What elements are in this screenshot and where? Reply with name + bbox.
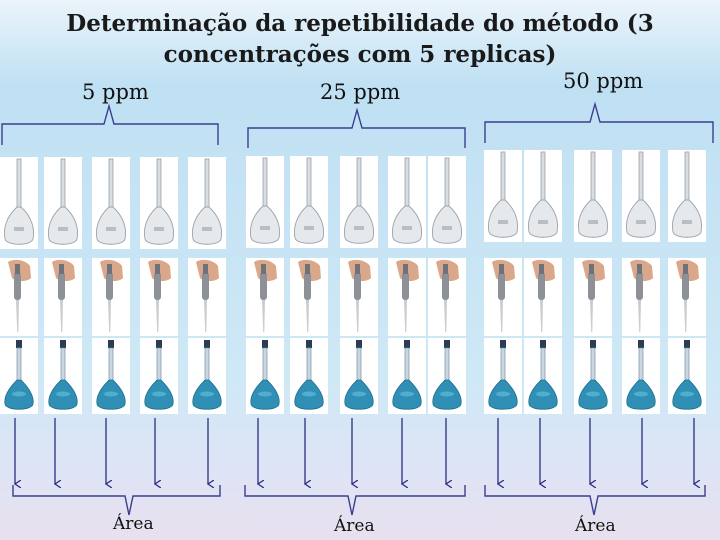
volumetric-flask-icon (0, 157, 38, 249)
filled-flask-icon (622, 338, 660, 414)
volumetric-flask-icon (574, 150, 612, 242)
bottom-bracket-25ppm (244, 485, 466, 516)
top-bracket-5ppm (1, 103, 219, 145)
volumetric-flask-icon (44, 157, 82, 249)
volumetric-flask-icon (668, 150, 706, 242)
top-bracket-25ppm (247, 107, 466, 148)
pipette-icon (668, 258, 706, 336)
top-bracket-50ppm (484, 101, 714, 143)
pipette-icon (290, 258, 328, 336)
pipette-icon (140, 258, 178, 336)
filled-flask-icon (668, 338, 706, 414)
bottom-bracket-50ppm (484, 485, 706, 516)
pipette-icon (0, 258, 38, 336)
group-label-5ppm: 5 ppm (82, 80, 149, 104)
filled-flask-icon (0, 338, 38, 414)
pipette-icon (428, 258, 466, 336)
pipette-icon (622, 258, 660, 336)
volumetric-flask-icon (622, 150, 660, 242)
filled-flask-icon (574, 338, 612, 414)
slide-title: Determinação da repetibilidade do método… (0, 8, 720, 70)
volumetric-flask-icon (484, 150, 522, 242)
pipette-icon (524, 258, 562, 336)
pipette-icon (246, 258, 284, 336)
volumetric-flask-icon (246, 156, 284, 248)
filled-flask-icon (92, 338, 130, 414)
volumetric-flask-icon (92, 157, 130, 249)
filled-flask-icon (246, 338, 284, 414)
title-line-1: Determinação da repetibilidade do método… (66, 10, 654, 37)
filled-flask-icon (188, 338, 226, 414)
filled-flask-icon (44, 338, 82, 414)
filled-flask-icon (524, 338, 562, 414)
pipette-icon (484, 258, 522, 336)
volumetric-flask-icon (188, 157, 226, 249)
pipette-icon (388, 258, 426, 336)
filled-flask-icon (388, 338, 426, 414)
filled-flask-icon (290, 338, 328, 414)
title-line-2: concentrações com 5 replicas) (163, 41, 557, 68)
volumetric-flask-icon (290, 156, 328, 248)
pipette-icon (340, 258, 378, 336)
volumetric-flask-icon (388, 156, 426, 248)
area-label-25ppm: Área (334, 516, 375, 536)
pipette-icon (188, 258, 226, 336)
filled-flask-icon (340, 338, 378, 414)
group-label-25ppm: 25 ppm (320, 80, 401, 104)
area-label-5ppm: Área (113, 514, 154, 534)
volumetric-flask-icon (340, 156, 378, 248)
group-label-50ppm: 50 ppm (563, 69, 644, 93)
bottom-bracket-5ppm (12, 485, 221, 516)
volumetric-flask-icon (428, 156, 466, 248)
volumetric-flask-icon (140, 157, 178, 249)
pipette-icon (574, 258, 612, 336)
volumetric-flask-icon (524, 150, 562, 242)
filled-flask-icon (140, 338, 178, 414)
pipette-icon (44, 258, 82, 336)
pipette-icon (92, 258, 130, 336)
area-label-50ppm: Área (575, 516, 616, 536)
filled-flask-icon (428, 338, 466, 414)
filled-flask-icon (484, 338, 522, 414)
